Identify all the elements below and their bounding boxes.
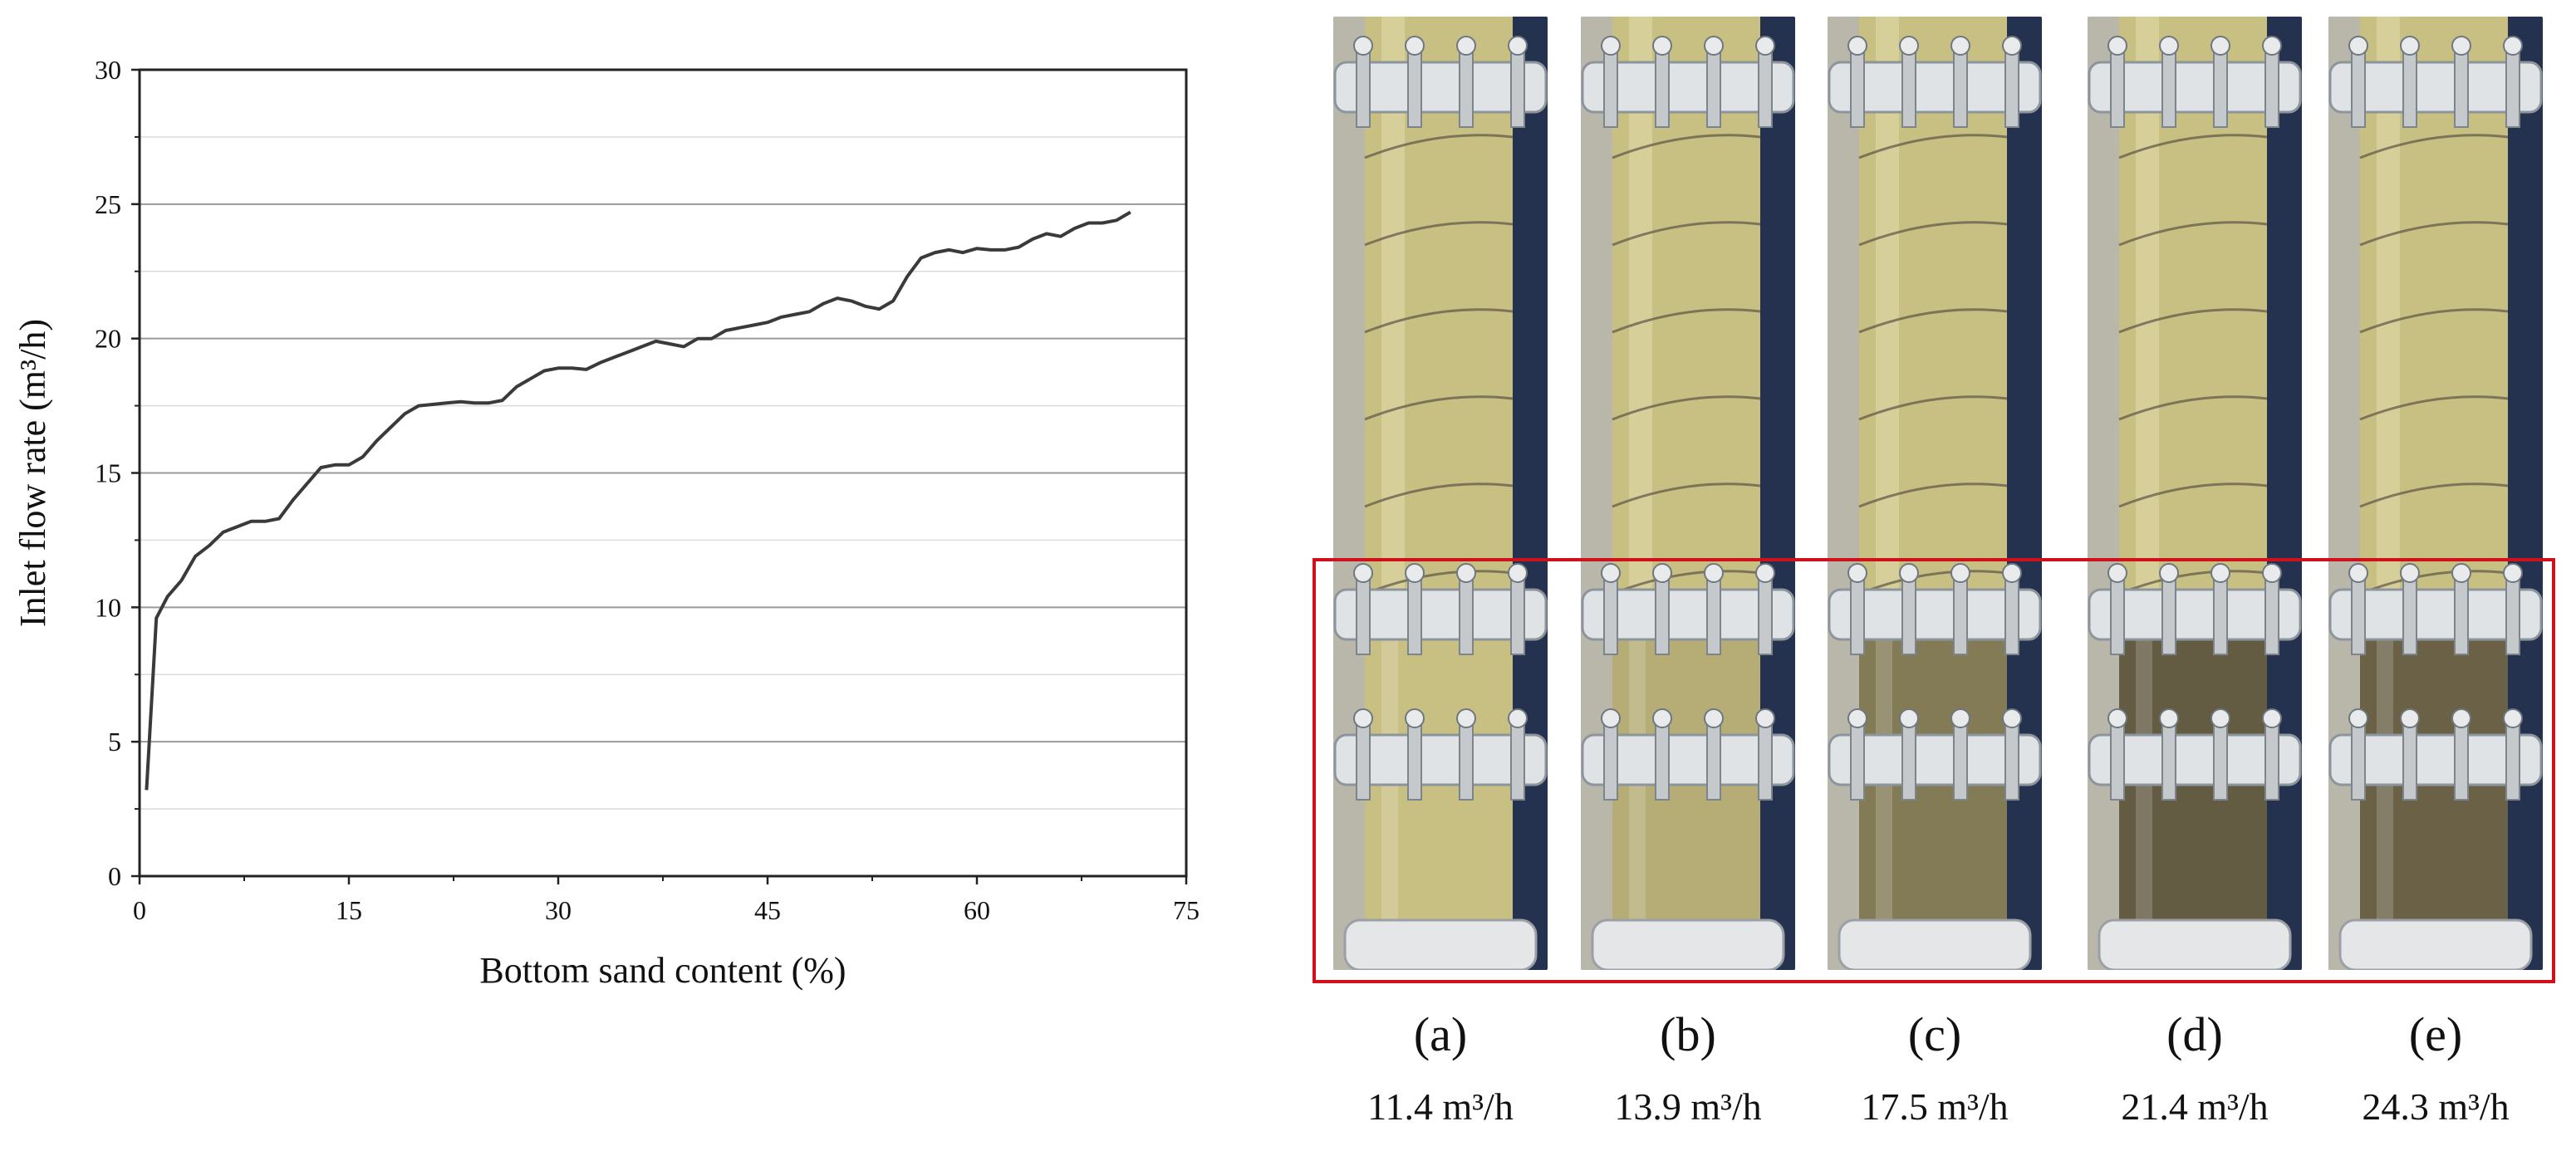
x-tick-label: 75 xyxy=(1173,895,1200,925)
grid-lines xyxy=(140,136,1186,810)
axis-ticks xyxy=(131,68,1188,884)
x-tick-label: 45 xyxy=(754,895,781,925)
panel-flow-rate: 17.5 m³/h xyxy=(1861,1085,2009,1128)
y-axis-title: Inlet flow rate (m³/h) xyxy=(12,319,53,627)
panel-flow-rate: 24.3 m³/h xyxy=(2362,1085,2510,1128)
photo-panel xyxy=(1828,17,2042,970)
x-tick-label: 30 xyxy=(545,895,572,925)
line-chart: 0 5 10 15 20 25 30 0 15 30 45 60 75 Bottom sand con… xyxy=(12,55,1200,991)
photo-panel xyxy=(1333,17,1548,970)
x-tick-labels: 0 15 30 45 60 75 xyxy=(133,895,1200,925)
flow-column-photo xyxy=(2328,17,2543,970)
flow-column-photo xyxy=(1581,17,1795,970)
y-tick-label: 0 xyxy=(108,861,121,891)
plot-frame xyxy=(138,68,1188,878)
panel-flow-rate: 11.4 m³/h xyxy=(1367,1085,1514,1128)
x-tick-label: 0 xyxy=(133,895,146,925)
y-tick-label: 25 xyxy=(95,189,121,219)
flow-column-photo xyxy=(1828,17,2042,970)
y-tick-label: 15 xyxy=(95,458,121,488)
panel-label: (b) xyxy=(1660,1007,1716,1061)
panel-flow-rate: 21.4 m³/h xyxy=(2121,1085,2269,1128)
x-tick-label: 60 xyxy=(964,895,990,925)
x-tick-label: 15 xyxy=(336,895,362,925)
y-tick-label: 20 xyxy=(95,324,121,354)
photo-panel xyxy=(1581,17,1795,970)
y-tick-label: 30 xyxy=(95,55,121,85)
photo-panel xyxy=(2328,17,2543,970)
panel-label: (a) xyxy=(1413,1007,1468,1061)
panel-label: (e) xyxy=(2408,1007,2463,1061)
x-axis-title: Bottom sand content (%) xyxy=(479,950,846,991)
panel-label: (c) xyxy=(1907,1007,1962,1061)
highlight-box xyxy=(1313,558,2555,983)
y-tick-label: 10 xyxy=(95,592,121,622)
panel-flow-rate: 13.9 m³/h xyxy=(1614,1085,1762,1128)
series-line xyxy=(145,210,1131,791)
flow-column-photo xyxy=(2088,17,2302,970)
y-tick-labels: 0 5 10 15 20 25 30 xyxy=(95,55,121,891)
y-tick-label: 5 xyxy=(108,727,121,757)
panel-label: (d) xyxy=(2166,1007,2223,1061)
photo-panel xyxy=(2088,17,2302,970)
flow-column-photo xyxy=(1333,17,1548,970)
